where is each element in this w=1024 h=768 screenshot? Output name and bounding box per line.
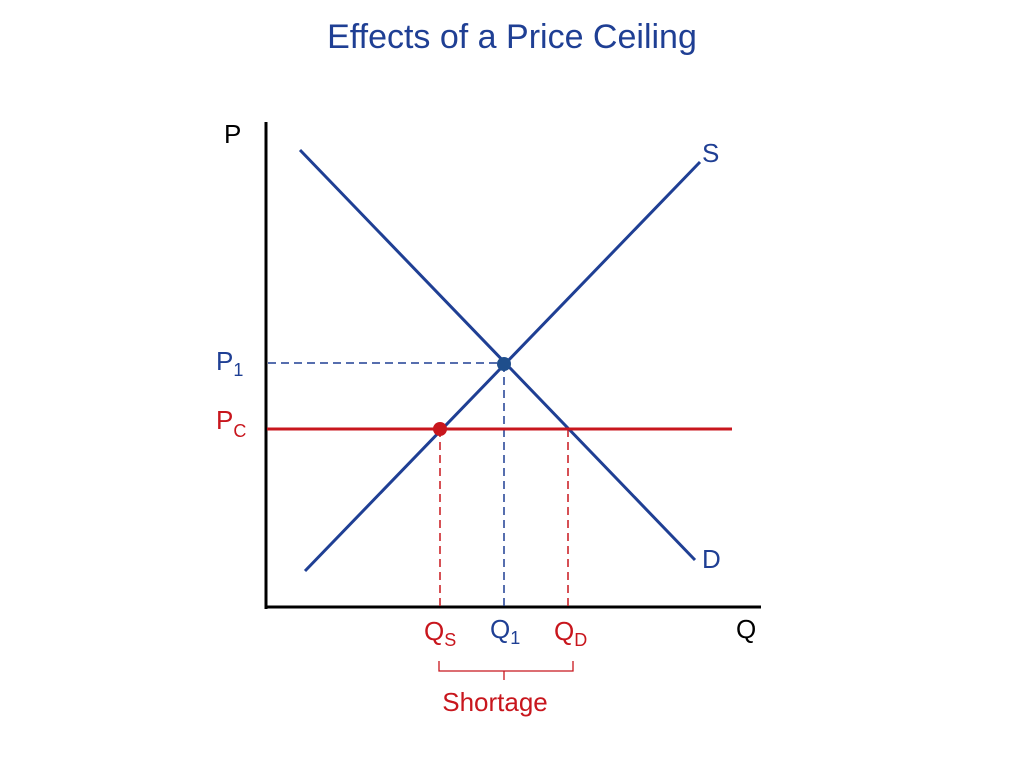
quantity-supplied-point — [433, 422, 447, 436]
qd-label-sub: D — [574, 630, 587, 650]
y-axis-label: P — [224, 119, 241, 149]
qs-label-sub: S — [444, 630, 456, 650]
q1-label-sub: 1 — [510, 628, 520, 648]
pc-label-main: P — [216, 405, 233, 435]
q1-label: Q1 — [490, 614, 520, 648]
p1-label: P1 — [216, 346, 243, 380]
equilibrium-point — [497, 357, 511, 371]
chart-title: Effects of a Price Ceiling — [327, 18, 697, 56]
q1-label-main: Q — [490, 614, 510, 644]
x-axis-label: Q — [736, 614, 756, 644]
qd-label: QD — [554, 616, 587, 650]
demand-label: D — [702, 544, 721, 574]
qs-label: QS — [424, 616, 456, 650]
pc-label: PC — [216, 405, 246, 441]
p1-label-sub: 1 — [233, 360, 243, 380]
pc-label-sub: C — [233, 421, 246, 441]
shortage-label: Shortage — [442, 687, 548, 717]
supply-label: S — [702, 138, 719, 168]
shortage-bracket — [438, 661, 574, 680]
qd-label-main: Q — [554, 616, 574, 646]
qs-label-main: Q — [424, 616, 444, 646]
demand-curve — [298, 148, 697, 562]
p1-label-main: P — [216, 346, 233, 376]
